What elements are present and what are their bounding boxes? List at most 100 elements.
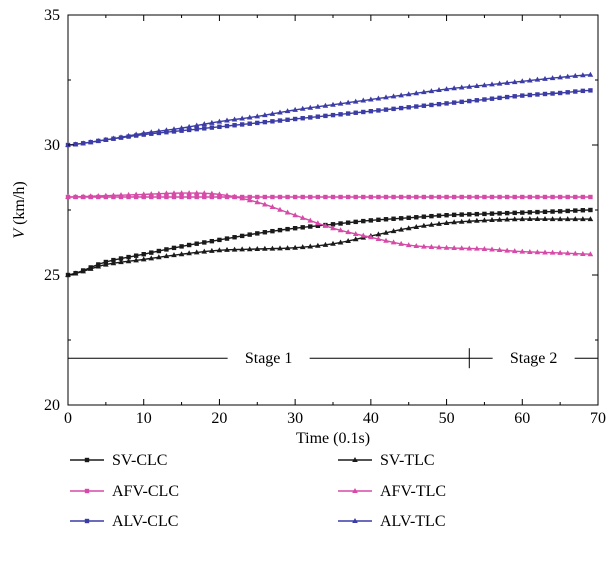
data-point [376, 108, 381, 113]
data-point [209, 194, 215, 200]
legend-label: AFV-TLC [380, 483, 446, 500]
data-point [111, 257, 116, 263]
data-point [171, 194, 177, 200]
data-point [277, 227, 283, 233]
data-point [557, 216, 563, 222]
series-sv-tlc [65, 216, 594, 277]
data-point [246, 246, 253, 252]
data-point [429, 194, 434, 200]
data-point [398, 226, 404, 232]
y-tick-label: 25 [44, 267, 60, 284]
data-point [405, 242, 412, 248]
data-point [549, 249, 556, 255]
data-point [193, 122, 200, 128]
data-point [133, 194, 139, 200]
series-line [67, 218, 591, 276]
data-point [489, 246, 495, 252]
data-point [520, 93, 525, 98]
data-point [292, 194, 298, 200]
data-point [345, 220, 351, 225]
data-point [352, 236, 359, 242]
data-point [87, 193, 94, 199]
data-point [527, 216, 533, 222]
data-point [194, 194, 199, 200]
data-point [202, 126, 207, 131]
data-point [451, 194, 457, 200]
data-point [398, 216, 404, 221]
data-point [390, 228, 397, 234]
data-point [421, 243, 427, 249]
data-point [451, 85, 457, 91]
series-line [67, 209, 591, 276]
data-point [156, 128, 162, 134]
data-point [564, 250, 571, 256]
data-point [361, 194, 366, 200]
data-point [209, 125, 215, 130]
data-point [65, 194, 71, 199]
data-point [368, 234, 374, 240]
data-point [489, 96, 495, 101]
data-point [504, 216, 510, 222]
data-point [519, 216, 526, 222]
data-point [292, 106, 298, 112]
data-point [95, 192, 102, 198]
data-point [534, 76, 541, 82]
data-point [481, 217, 488, 223]
data-point [72, 270, 79, 276]
series-afv-tlc [65, 190, 594, 257]
data-point [352, 230, 359, 236]
data-point [572, 72, 579, 78]
data-point [550, 209, 555, 214]
data-point [542, 249, 548, 255]
series-sv-clc [65, 207, 593, 278]
data-point [216, 191, 223, 197]
data-point [270, 228, 275, 234]
data-point [171, 245, 177, 251]
data-point [474, 82, 480, 88]
data-point [133, 191, 139, 197]
data-point [163, 127, 170, 133]
series-layer [65, 71, 594, 278]
data-point [376, 194, 381, 200]
data-point [542, 209, 548, 215]
data-point [262, 230, 268, 235]
data-point [247, 121, 252, 126]
data-point [504, 194, 510, 200]
series-alv-tlc [65, 71, 594, 147]
data-point [239, 122, 245, 127]
data-point [95, 138, 102, 144]
data-point [285, 117, 290, 122]
data-point [308, 115, 313, 120]
data-point [292, 116, 298, 122]
data-point [436, 194, 442, 200]
data-point [564, 73, 571, 79]
data-point [315, 242, 321, 248]
data-point [194, 241, 199, 246]
data-point [519, 78, 526, 84]
data-point [451, 245, 457, 251]
data-point [580, 72, 586, 78]
data-point [466, 83, 473, 89]
data-point [141, 194, 146, 200]
data-point [178, 251, 185, 257]
data-point [414, 215, 419, 220]
data-point [557, 90, 563, 96]
data-point [535, 209, 540, 215]
data-point [224, 246, 230, 252]
data-point [330, 225, 336, 231]
data-point [284, 209, 291, 215]
data-point [133, 131, 139, 137]
data-point [239, 233, 245, 239]
data-point [118, 192, 124, 198]
data-point [322, 222, 329, 228]
data-point [338, 112, 343, 117]
data-point [231, 246, 238, 252]
data-point [277, 206, 283, 212]
data-point [95, 263, 102, 269]
data-point [179, 128, 184, 133]
data-point [337, 100, 344, 106]
data-point [84, 488, 90, 494]
data-point [496, 247, 503, 253]
x-tick-label: 60 [514, 410, 530, 427]
data-point [246, 114, 253, 120]
